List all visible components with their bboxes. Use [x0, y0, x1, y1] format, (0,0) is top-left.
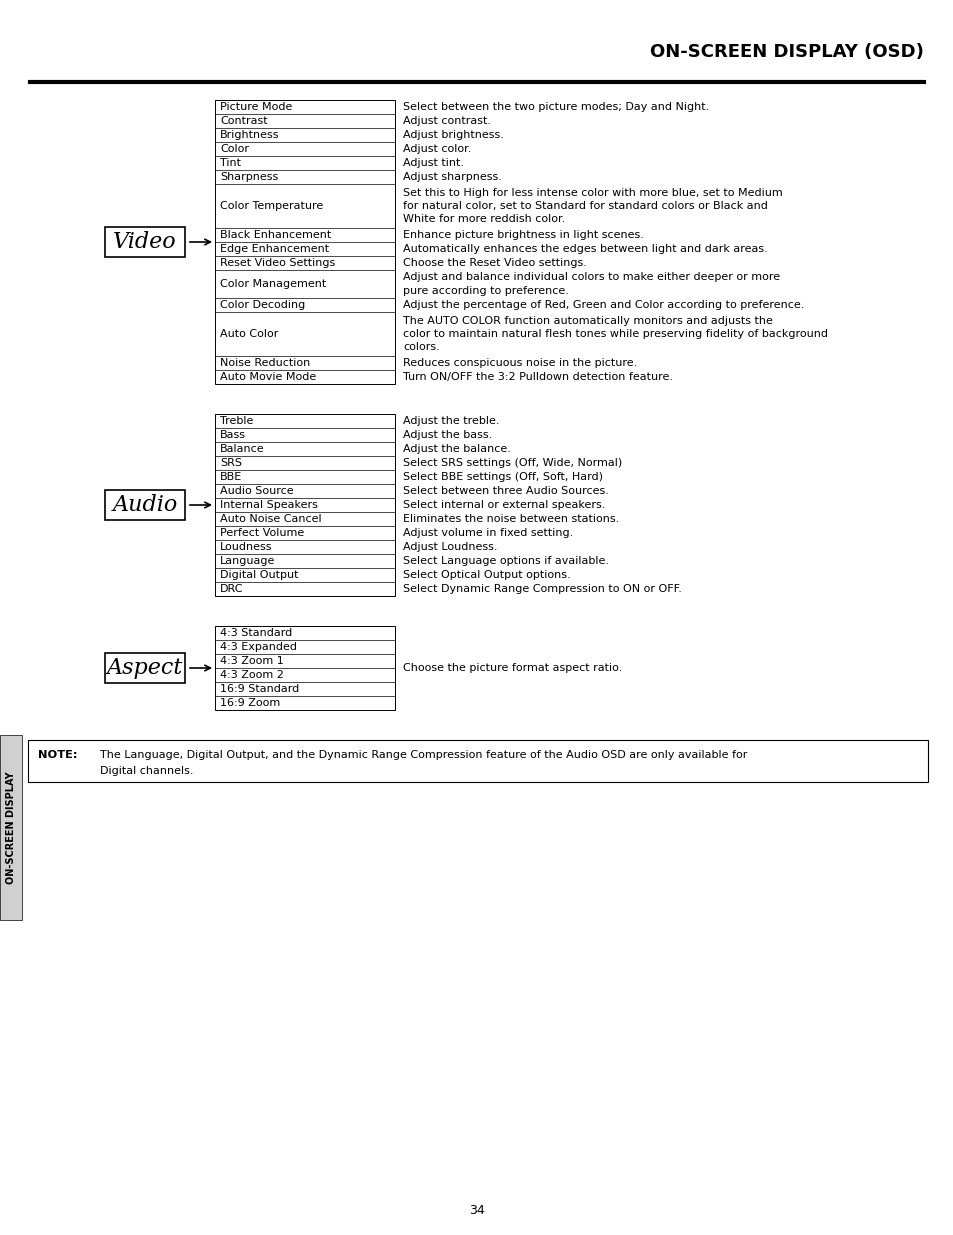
- Text: Digital Output: Digital Output: [220, 571, 298, 580]
- Text: Adjust volume in fixed setting.: Adjust volume in fixed setting.: [402, 529, 573, 538]
- Text: ON-SCREEN DISPLAY (OSD): ON-SCREEN DISPLAY (OSD): [649, 43, 923, 61]
- Text: 4:3 Zoom 1: 4:3 Zoom 1: [220, 656, 283, 666]
- Text: Treble: Treble: [220, 416, 253, 426]
- Bar: [105, 227, 185, 257]
- Text: Adjust the balance.: Adjust the balance.: [402, 445, 511, 454]
- Text: Adjust brightness.: Adjust brightness.: [402, 130, 503, 140]
- Bar: [28, 740, 927, 782]
- Text: White for more reddish color.: White for more reddish color.: [402, 214, 565, 224]
- Text: pure according to preference.: pure according to preference.: [402, 285, 568, 295]
- Text: Audio: Audio: [112, 494, 177, 516]
- Text: Enhance picture brightness in light scenes.: Enhance picture brightness in light scen…: [402, 230, 643, 240]
- Text: Auto Movie Mode: Auto Movie Mode: [220, 372, 315, 382]
- Text: Auto Noise Cancel: Auto Noise Cancel: [220, 514, 321, 524]
- Text: Set this to High for less intense color with more blue, set to Medium: Set this to High for less intense color …: [402, 188, 781, 198]
- Text: Internal Speakers: Internal Speakers: [220, 500, 317, 510]
- Text: Auto Color: Auto Color: [220, 329, 278, 338]
- Text: Select Language options if available.: Select Language options if available.: [402, 556, 608, 566]
- Text: Adjust color.: Adjust color.: [402, 144, 471, 154]
- Text: Contrast: Contrast: [220, 116, 268, 126]
- Bar: [214, 626, 395, 710]
- Text: Adjust the percentage of Red, Green and Color according to preference.: Adjust the percentage of Red, Green and …: [402, 300, 803, 310]
- Text: Color Management: Color Management: [220, 279, 326, 289]
- Text: Audio Source: Audio Source: [220, 487, 294, 496]
- Text: Select between three Audio Sources.: Select between three Audio Sources.: [402, 487, 608, 496]
- Text: Select SRS settings (Off, Wide, Normal): Select SRS settings (Off, Wide, Normal): [402, 458, 621, 468]
- Text: The Language, Digital Output, and the Dynamic Range Compression feature of the A: The Language, Digital Output, and the Dy…: [100, 750, 746, 776]
- Bar: [0, 735, 22, 920]
- Text: Color Decoding: Color Decoding: [220, 300, 305, 310]
- Text: 16:9 Zoom: 16:9 Zoom: [220, 698, 280, 708]
- Text: 4:3 Zoom 2: 4:3 Zoom 2: [220, 671, 284, 680]
- Text: 34: 34: [469, 1203, 484, 1216]
- Text: Select between the two picture modes; Day and Night.: Select between the two picture modes; Da…: [402, 103, 708, 112]
- Text: Adjust tint.: Adjust tint.: [402, 158, 463, 168]
- Text: Adjust sharpness.: Adjust sharpness.: [402, 172, 501, 182]
- Text: 4:3 Standard: 4:3 Standard: [220, 629, 292, 638]
- Text: NOTE:: NOTE:: [38, 750, 77, 760]
- Text: Reset Video Settings: Reset Video Settings: [220, 258, 335, 268]
- Text: Adjust and balance individual colors to make either deeper or more: Adjust and balance individual colors to …: [402, 273, 780, 283]
- Text: Adjust the treble.: Adjust the treble.: [402, 416, 499, 426]
- Text: Color: Color: [220, 144, 249, 154]
- Text: Eliminates the noise between stations.: Eliminates the noise between stations.: [402, 514, 618, 524]
- Text: 4:3 Expanded: 4:3 Expanded: [220, 642, 296, 652]
- Text: Bass: Bass: [220, 430, 246, 440]
- Text: Adjust Loudness.: Adjust Loudness.: [402, 542, 497, 552]
- Text: Edge Enhancement: Edge Enhancement: [220, 245, 329, 254]
- Text: Picture Mode: Picture Mode: [220, 103, 292, 112]
- Bar: [105, 490, 185, 520]
- Text: The AUTO COLOR function automatically monitors and adjusts the: The AUTO COLOR function automatically mo…: [402, 316, 772, 326]
- Text: Brightness: Brightness: [220, 130, 279, 140]
- Text: Tint: Tint: [220, 158, 241, 168]
- Text: Aspect: Aspect: [107, 657, 183, 679]
- Text: Select internal or external speakers.: Select internal or external speakers.: [402, 500, 605, 510]
- Bar: [214, 100, 395, 384]
- Text: Reduces conspicuous noise in the picture.: Reduces conspicuous noise in the picture…: [402, 358, 637, 368]
- Text: DRC: DRC: [220, 584, 243, 594]
- Text: SRS: SRS: [220, 458, 242, 468]
- Text: Color Temperature: Color Temperature: [220, 201, 323, 211]
- Text: ON-SCREEN DISPLAY: ON-SCREEN DISPLAY: [6, 771, 16, 884]
- Text: Automatically enhances the edges between light and dark areas.: Automatically enhances the edges between…: [402, 245, 767, 254]
- Text: Select BBE settings (Off, Soft, Hard): Select BBE settings (Off, Soft, Hard): [402, 472, 602, 482]
- Text: Adjust the bass.: Adjust the bass.: [402, 430, 492, 440]
- Text: Turn ON/OFF the 3:2 Pulldown detection feature.: Turn ON/OFF the 3:2 Pulldown detection f…: [402, 372, 672, 382]
- Text: Noise Reduction: Noise Reduction: [220, 358, 310, 368]
- Text: Video: Video: [113, 231, 176, 253]
- Bar: [214, 414, 395, 597]
- Text: 16:9 Standard: 16:9 Standard: [220, 684, 299, 694]
- Text: Language: Language: [220, 556, 275, 566]
- Text: Loudness: Loudness: [220, 542, 273, 552]
- Text: Adjust contrast.: Adjust contrast.: [402, 116, 491, 126]
- Text: color to maintain natural flesh tones while preserving fidelity of background: color to maintain natural flesh tones wh…: [402, 329, 827, 338]
- Text: Select Dynamic Range Compression to ON or OFF.: Select Dynamic Range Compression to ON o…: [402, 584, 681, 594]
- Text: Choose the picture format aspect ratio.: Choose the picture format aspect ratio.: [402, 663, 621, 673]
- Text: Choose the Reset Video settings.: Choose the Reset Video settings.: [402, 258, 586, 268]
- Text: Balance: Balance: [220, 445, 264, 454]
- Text: colors.: colors.: [402, 342, 439, 352]
- Text: Perfect Volume: Perfect Volume: [220, 529, 304, 538]
- Text: for natural color, set to Standard for standard colors or Black and: for natural color, set to Standard for s…: [402, 201, 767, 211]
- Text: BBE: BBE: [220, 472, 242, 482]
- Text: Sharpness: Sharpness: [220, 172, 278, 182]
- Text: Select Optical Output options.: Select Optical Output options.: [402, 571, 570, 580]
- Text: Black Enhancement: Black Enhancement: [220, 230, 331, 240]
- Bar: [105, 653, 185, 683]
